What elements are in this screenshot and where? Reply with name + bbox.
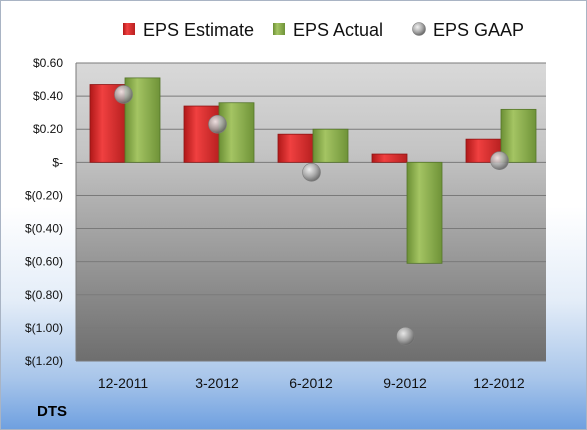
legend-swatch xyxy=(273,23,285,35)
bar-eps-estimate xyxy=(277,133,314,163)
legend-label: EPS Estimate xyxy=(143,20,254,40)
y-tick-label: $(0.60) xyxy=(25,255,63,269)
bar-eps-estimate xyxy=(371,153,408,163)
y-axis: $0.60 $0.40 $0.20 $- $(0.20) $(0.40) $(0.60) $(… xyxy=(25,56,63,368)
gaap-points xyxy=(114,85,509,346)
x-tick-label: 12-2012 xyxy=(473,375,525,391)
ticker-label: DTS xyxy=(37,403,67,420)
legend-label: EPS Actual xyxy=(293,20,383,40)
y-tick-label: $(0.40) xyxy=(25,222,63,236)
point-eps-gaap xyxy=(114,85,133,104)
x-tick-label: 12-2011 xyxy=(98,375,149,391)
x-axis: 12-2011 3-2012 6-2012 9-2012 12-2012 xyxy=(98,375,525,391)
bar-eps-actual xyxy=(500,108,537,163)
y-tick-label: $0.60 xyxy=(33,56,63,70)
point-eps-gaap xyxy=(396,326,415,346)
point-eps-gaap xyxy=(302,162,321,182)
y-tick-label: $(0.80) xyxy=(25,288,63,302)
y-tick-label: $0.40 xyxy=(33,89,63,103)
legend-swatch xyxy=(412,22,426,36)
y-tick-label: $0.20 xyxy=(33,122,63,136)
bar-eps-estimate xyxy=(183,105,220,163)
bars xyxy=(89,77,537,264)
bar-eps-actual xyxy=(406,161,443,264)
x-tick-label: 9-2012 xyxy=(383,375,427,391)
bar-eps-actual xyxy=(218,102,255,163)
y-tick-label: $(1.20) xyxy=(25,354,63,368)
legend-swatch xyxy=(123,23,135,35)
bar-eps-actual xyxy=(312,128,349,163)
x-tick-label: 3-2012 xyxy=(195,375,239,391)
point-eps-gaap xyxy=(208,114,227,134)
legend: EPS Estimate EPS Actual EPS GAAP xyxy=(123,20,524,40)
point-eps-gaap xyxy=(490,151,509,170)
y-tick-label: $(0.20) xyxy=(25,188,63,202)
y-tick-label: $- xyxy=(52,155,63,169)
x-tick-label: 6-2012 xyxy=(289,375,333,391)
y-tick-label: $(1.00) xyxy=(25,321,63,335)
legend-label: EPS GAAP xyxy=(433,20,524,40)
